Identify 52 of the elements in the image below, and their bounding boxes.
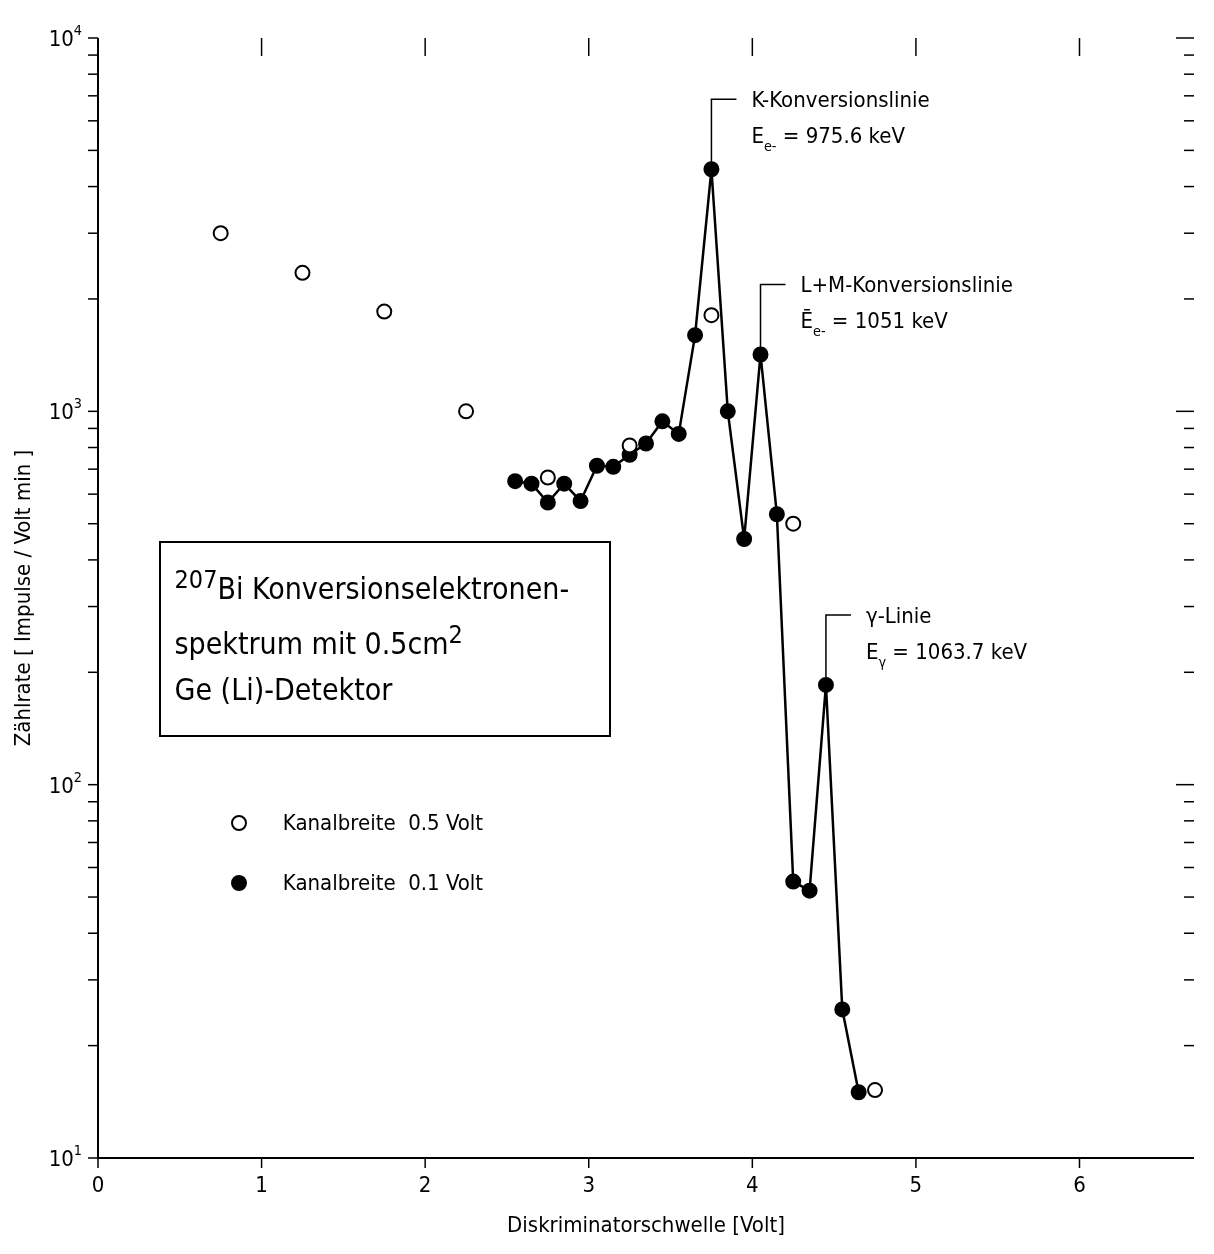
x-axis-title: Diskriminatorschwelle [Volt] xyxy=(507,1212,785,1237)
x-tick-label: 0 xyxy=(91,1172,105,1197)
point xyxy=(539,469,556,486)
point xyxy=(556,475,573,492)
point xyxy=(523,475,540,492)
annotation: L+M-Konversionslinie xyxy=(800,272,1013,298)
annotation: E$_{e-}$ = 975.6 keV xyxy=(751,123,906,155)
x-tick-label: 2 xyxy=(418,1172,432,1197)
point xyxy=(687,327,704,344)
point xyxy=(719,403,736,420)
point xyxy=(785,515,802,532)
legend-label: Kanalbreite 0.5 Volt xyxy=(282,810,484,836)
point xyxy=(817,676,834,693)
annotation: γ-Linie xyxy=(865,602,932,628)
annotation: K-Konversionslinie xyxy=(751,87,930,113)
point xyxy=(621,437,638,454)
point xyxy=(867,1082,884,1099)
point xyxy=(588,457,605,474)
point xyxy=(752,346,769,363)
annotation: E$_{γ}$ = 1063.7 keV xyxy=(865,638,1028,670)
y-tick-label: 10$^{4}$ xyxy=(48,22,82,51)
point xyxy=(605,458,622,475)
point xyxy=(834,1001,851,1018)
x-tick-label: 3 xyxy=(582,1172,596,1197)
point xyxy=(294,264,311,281)
point xyxy=(507,473,524,490)
annotation: Ē$_{e-}$ = 1051 keV xyxy=(800,308,949,340)
point xyxy=(539,494,556,511)
point xyxy=(703,161,720,178)
point xyxy=(572,493,589,510)
x-tick-label: 5 xyxy=(909,1172,923,1197)
chart-title: $^{207}$Bi Konversionselektronen- spektrum mit 0.5cm$^{2}$ Ge (Li)-Detektor xyxy=(174,564,570,707)
point xyxy=(212,225,229,242)
x-tick-label: 1 xyxy=(255,1172,268,1197)
x-tick-label: 4 xyxy=(746,1172,759,1197)
point xyxy=(736,531,753,548)
y-tick-label: 10$^{3}$ xyxy=(48,395,82,424)
point xyxy=(376,303,393,320)
legend-label: Kanalbreite 0.1 Volt xyxy=(282,870,484,896)
point xyxy=(801,882,818,899)
point xyxy=(670,425,687,442)
point xyxy=(785,873,802,890)
y-tick-label: 10$^{1}$ xyxy=(48,1142,82,1171)
point xyxy=(638,435,654,452)
point xyxy=(703,307,720,324)
y-tick-label: 10$^{2}$ xyxy=(48,768,82,798)
point xyxy=(458,403,475,420)
point xyxy=(654,413,671,430)
x-tick-label: 6 xyxy=(1073,1172,1086,1197)
point xyxy=(768,506,785,523)
point xyxy=(850,1084,867,1101)
y-axis-title: Zählrate [ Impulse / Volt min ] xyxy=(9,449,35,747)
